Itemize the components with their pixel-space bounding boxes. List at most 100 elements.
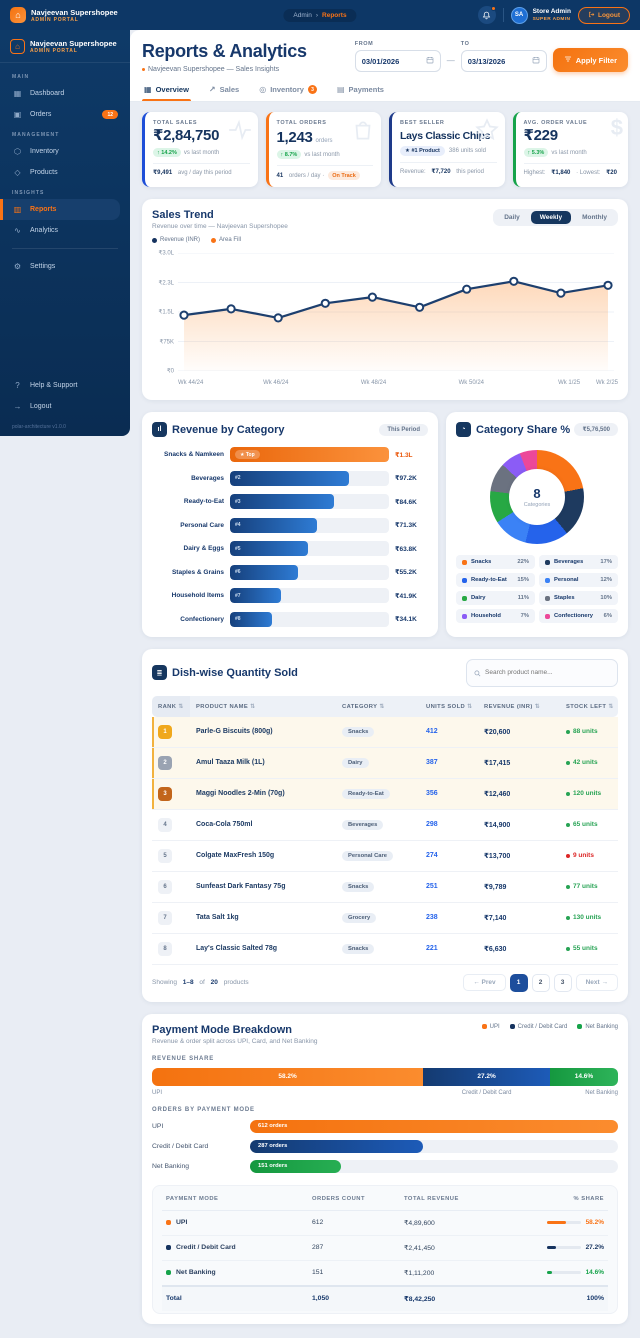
legend-label: Confectionery	[554, 613, 593, 619]
rank-badge: 5	[158, 848, 172, 863]
stat-card-total-orders: TOTAL ORDERS 1,243 orders ↑ 8.7% vs last…	[265, 112, 381, 187]
user-name: Store Admin	[532, 8, 571, 16]
sidebar-item-reports[interactable]: ▥ Reports	[0, 199, 120, 220]
breadcrumb[interactable]: Admin › Reports	[283, 8, 357, 22]
category-value: ₹63.8K	[395, 545, 417, 553]
best-seller-meta: ★ #1 Product 386 units sold	[400, 146, 497, 156]
sidebar-item-orders[interactable]: ▣ Orders 12	[0, 104, 130, 125]
next-page-button[interactable]: Next →	[575, 974, 618, 991]
orders-bar-value: 287 orders	[258, 1143, 288, 1149]
range-daily[interactable]: Daily	[495, 211, 529, 224]
category-value: ₹34.1K	[395, 616, 417, 623]
apply-filter-button[interactable]: Apply Filter	[552, 48, 628, 72]
stat-value: ₹229	[523, 127, 559, 144]
segment-label: Credit / Debit Card	[461, 1089, 512, 1096]
data-point	[415, 302, 425, 312]
range-weekly[interactable]: Weekly	[530, 211, 572, 224]
logout-button[interactable]: Logout	[577, 6, 630, 24]
user-menu[interactable]: SA Store Admin SUPER ADMIN	[510, 6, 571, 24]
revenue-value: ₹9,789	[484, 883, 507, 891]
col-category[interactable]: CATEGORY ⇅	[336, 695, 420, 717]
brand-name: Navjeevan Supershopee	[31, 7, 118, 17]
category-bar: #2	[230, 470, 349, 486]
legend-dot	[545, 559, 550, 565]
search-input[interactable]	[485, 669, 610, 676]
col-stock-left[interactable]: STOCK LEFT ⇅	[560, 695, 618, 717]
page-button-1[interactable]: 1	[509, 973, 528, 992]
app-logo: ⌂ Navjeevan Supershopee ADMIN PORTAL	[10, 7, 118, 23]
table-row: 2 Amul Taaza Milk (1L) Dairy 387 ₹17,415 42 u…	[152, 747, 618, 779]
page-button-3[interactable]: 3	[553, 973, 572, 992]
inventory-icon: ⬡	[14, 147, 21, 156]
from-date-input[interactable]: 03/01/2026	[354, 50, 441, 72]
data-point	[556, 288, 566, 298]
orders-bar-track: 287 orders	[250, 1139, 618, 1153]
revenue-share-segment: 14.6%	[549, 1067, 618, 1086]
sidebar-item-logout[interactable]: → Logout	[0, 396, 130, 417]
tab-inventory[interactable]: ◎ Inventory 3	[257, 81, 319, 101]
product-search[interactable]	[466, 658, 618, 687]
category-chip: Snacks	[342, 727, 375, 737]
category-bar-row: Snacks & Namkeen ★ Top ₹1.3L	[152, 447, 428, 462]
table-row: 7 Tata Salt 1kg Grocery 238 ₹7,140 130 units	[152, 902, 618, 934]
pagination: ← Prev 1 2 3 Next →	[463, 973, 618, 992]
notifications-button[interactable]	[477, 6, 496, 24]
range-monthly[interactable]: Monthly	[573, 211, 616, 224]
table-row: 8 Lay's Classic Salted 78g Snacks 221 ₹6,630…	[152, 933, 618, 965]
sidebar-item-help-support[interactable]: ? Help & Support	[0, 375, 130, 396]
table-row: 6 Sunfeast Dark Fantasy 75g Snacks 251 ₹9,78…	[152, 871, 618, 903]
rank-badge: 2	[158, 755, 172, 770]
prev-page-button[interactable]: ← Prev	[463, 974, 506, 991]
sidebar-item-inventory[interactable]: ⬡ Inventory	[0, 141, 130, 162]
orders-bar-row: UPI 612 orders	[152, 1119, 618, 1133]
sales-trend-subtitle: Revenue over time — Navjeevan Supershope…	[152, 223, 288, 230]
product-name: Lay's Classic Salted 78g	[196, 945, 278, 952]
from-label: FROM	[354, 41, 374, 47]
orders-bar: 287 orders	[250, 1139, 423, 1153]
tab-payments[interactable]: ▤ Payments	[335, 81, 386, 101]
legend-label: Beverages	[554, 559, 584, 565]
revenue-share-segment: 58.2%	[152, 1067, 424, 1086]
col-product-name[interactable]: PRODUCT NAME ⇅	[190, 695, 336, 717]
units-sold: 298	[426, 821, 438, 828]
rank-badge: 4	[158, 817, 172, 832]
sidebar-divider	[12, 248, 118, 249]
orders-bar-label: Net Banking	[152, 1162, 190, 1170]
sidebar-item-analytics[interactable]: ∿ Analytics	[0, 220, 130, 241]
category-label: Personal Care	[180, 521, 224, 529]
to-date-input[interactable]: 03/13/2026	[460, 50, 547, 72]
sidebar-item-products[interactable]: ◇ Products	[0, 162, 130, 183]
sidebar-item-settings[interactable]: ⚙ Settings	[0, 256, 130, 277]
legend-dot	[462, 613, 467, 619]
units-sold: 221	[426, 945, 438, 952]
y-axis-label: ₹2.3L	[158, 280, 175, 286]
sidebar-item-dashboard[interactable]: ▦ Dashboard	[0, 83, 130, 104]
stock-dot	[566, 760, 570, 765]
units-sold: 238	[426, 914, 438, 921]
sidebar-item-label: Settings	[30, 263, 56, 270]
breadcrumb-section[interactable]: Admin	[293, 11, 312, 19]
payment-legend-item: UPI	[481, 1024, 500, 1030]
page-button-2[interactable]: 2	[531, 973, 550, 992]
tab-overview[interactable]: ▦ Overview	[142, 81, 191, 101]
sidebar-footer: ? Help & Support → Logout	[0, 375, 130, 417]
segment-label: UPI	[152, 1089, 163, 1096]
units-sold: 251	[426, 883, 438, 890]
col-units-sold[interactable]: UNITS SOLD ⇅	[420, 695, 478, 717]
data-point	[462, 284, 472, 294]
tab-sales[interactable]: ↗ Sales	[207, 81, 241, 101]
rank-badge: 6	[158, 879, 172, 894]
stat-label: BEST SELLER	[400, 120, 445, 126]
col-revenue[interactable]: REVENUE (INR) ⇅	[478, 695, 560, 717]
revenue-value: ₹13,700	[484, 852, 511, 860]
category-chip: Beverages	[342, 820, 384, 830]
col-rank[interactable]: RANK ⇅	[152, 695, 190, 717]
stat-value: Lays Classic Chips	[400, 130, 491, 142]
sidebar-item-label: Inventory	[30, 148, 59, 155]
product-name: Maggi Noodles 2-Min (70g)	[196, 790, 285, 797]
stock-value: 130 units	[573, 914, 602, 921]
total-revenue: ₹1,11,200	[400, 1260, 522, 1286]
legend-dot	[462, 577, 467, 583]
stock-left: 55 units	[566, 945, 612, 952]
area-legend-dot	[211, 237, 217, 243]
